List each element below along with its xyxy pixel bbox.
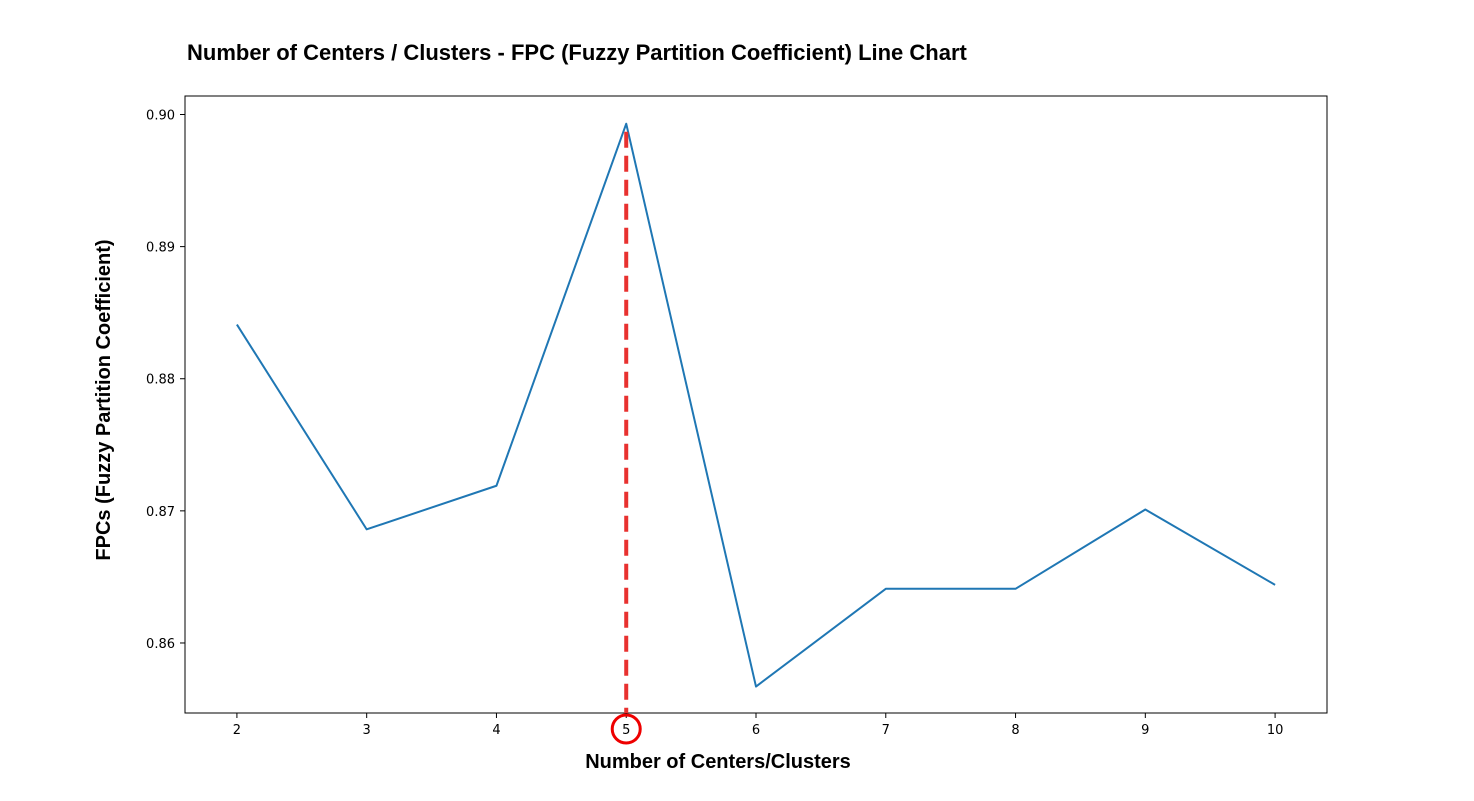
chart-title: Number of Centers / Clusters - FPC (Fuzz… [187,40,968,65]
data-point [885,588,887,590]
data-point [236,324,238,326]
data-point [495,485,497,487]
x-tick-label: 8 [1011,723,1019,738]
x-axis-label: Number of Centers/Clusters [585,751,851,773]
x-tick-label: 7 [882,723,890,738]
x-tick-label: 2 [233,723,241,738]
x-tick-label: 10 [1267,723,1284,738]
plot-area-frame [184,95,1328,714]
data-point [366,528,368,530]
data-point [1144,509,1146,511]
data-point [755,686,757,688]
y-axis-label: FPCs (Fuzzy Partition Coefficient) [93,239,115,560]
y-tick-label: 0.90 [146,108,175,123]
x-tick-label: 5 [622,723,630,738]
highlight-tick-circle [610,713,642,745]
y-tick-label: 0.87 [146,505,175,520]
x-tick-label: 6 [752,723,760,738]
x-tick-label: 9 [1141,723,1149,738]
x-tick-label: 4 [492,723,500,738]
y-tick-label: 0.88 [146,373,175,388]
data-point [1015,588,1017,590]
series-line [236,122,1276,688]
annotation-layer [610,131,642,745]
y-tick-label: 0.89 [146,241,175,256]
data-point [625,123,627,125]
y-tick-label: 0.86 [146,637,175,652]
x-axis-ticks: 2 3 4 5 6 7 8 9 10 [233,713,1284,738]
x-tick-label: 3 [363,723,371,738]
y-axis-ticks: 0.86 0.87 0.88 0.89 0.90 [146,108,185,652]
series-layer [236,122,1276,688]
data-point [1274,584,1276,586]
